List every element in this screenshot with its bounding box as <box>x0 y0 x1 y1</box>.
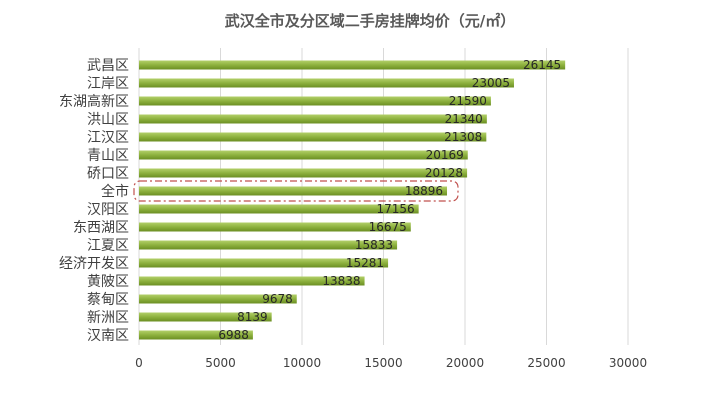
bar <box>139 150 468 160</box>
data-label: 8139 <box>237 310 268 324</box>
category-label: 东湖高新区 <box>59 93 129 110</box>
data-label: 16675 <box>369 220 407 234</box>
data-label: 15281 <box>346 256 384 270</box>
x-tick-label: 25000 <box>527 356 565 370</box>
highlight-box-all-city <box>133 180 459 202</box>
data-label: 13838 <box>322 274 360 288</box>
category-label: 蔡甸区 <box>87 292 129 308</box>
data-label: 20169 <box>426 148 464 162</box>
category-label: 洪山区 <box>87 112 129 128</box>
data-label: 6988 <box>218 328 249 342</box>
category-label: 青山区 <box>87 148 129 164</box>
data-label: 21308 <box>444 130 482 144</box>
bar <box>139 96 491 106</box>
category-label: 武昌区 <box>87 58 129 74</box>
data-label: 23005 <box>472 76 510 90</box>
bar <box>139 240 398 250</box>
category-label: 汉南区 <box>87 328 129 344</box>
bar <box>139 78 514 88</box>
category-labels: 武昌区江岸区东湖高新区洪山区江汉区青山区硚口区全市汉阳区东西湖区江夏区经济开发区… <box>59 58 129 344</box>
data-label: 18896 <box>405 184 443 198</box>
category-label: 新洲区 <box>87 310 129 326</box>
data-label: 17156 <box>376 202 414 216</box>
bar <box>139 204 419 214</box>
category-label: 硚口区 <box>87 166 129 182</box>
data-label: 21340 <box>445 112 483 126</box>
category-label: 经济开发区 <box>59 256 129 272</box>
data-label: 21590 <box>449 94 487 108</box>
bar <box>139 132 487 142</box>
data-label: 20128 <box>425 166 463 180</box>
category-label: 江岸区 <box>87 76 129 92</box>
bar <box>139 294 297 304</box>
category-label: 江汉区 <box>87 130 129 146</box>
bar <box>139 312 272 322</box>
x-tick-label: 15000 <box>364 356 402 370</box>
bar <box>139 186 448 196</box>
category-label: 全市 <box>101 183 129 200</box>
bars: 26145 23005 21590 21340 21308 20169 20128 18896… <box>139 58 566 342</box>
category-label: 东西湖区 <box>73 220 129 236</box>
x-tick-label: 20000 <box>446 356 484 370</box>
bar <box>139 258 389 268</box>
bar <box>139 114 487 124</box>
x-tick-label: 5000 <box>205 356 236 370</box>
bar <box>139 222 411 232</box>
chart-title: 武汉全市及分区域二手房挂牌均价（元/㎡） <box>225 12 515 30</box>
x-axis-tick-labels: 0 5000 10000 15000 20000 25000 30000 <box>135 356 647 370</box>
data-label: 15833 <box>355 238 393 252</box>
category-label: 江夏区 <box>87 238 129 254</box>
data-label: 9678 <box>262 292 293 306</box>
bar <box>139 330 253 340</box>
bar <box>139 168 468 178</box>
x-tick-label: 30000 <box>609 356 647 370</box>
category-label: 汉阳区 <box>87 202 129 218</box>
bar <box>139 276 365 286</box>
data-label: 26145 <box>523 58 561 72</box>
bar <box>139 60 566 70</box>
x-tick-label: 10000 <box>283 356 321 370</box>
x-tick-label: 0 <box>135 356 143 370</box>
category-label: 黄陂区 <box>87 273 129 290</box>
